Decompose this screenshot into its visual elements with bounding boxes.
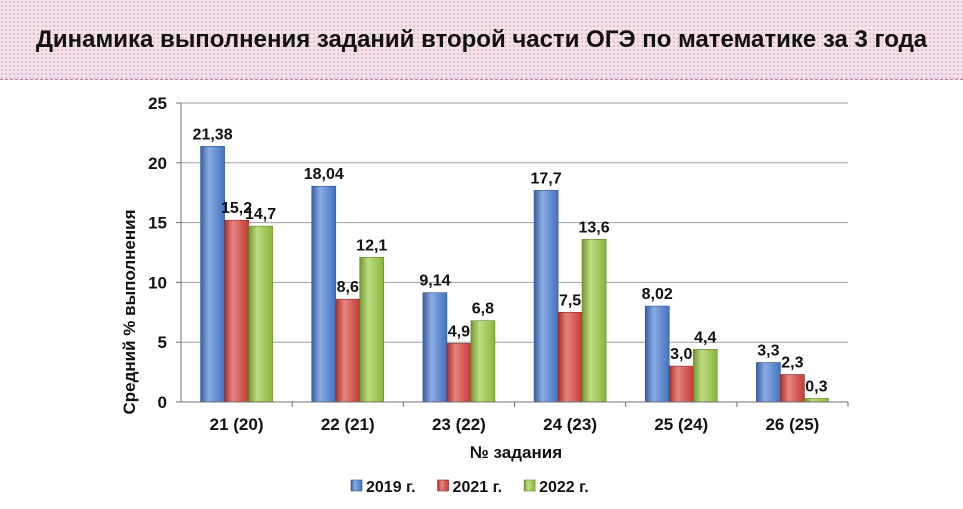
data-labels: 21,38 15,214,7 18,04 8,6 12,1 9,14 4,96,8 17,7 7… bbox=[193, 126, 828, 395]
bar bbox=[446, 343, 472, 403]
x-axis-title: № задания bbox=[470, 443, 562, 462]
bar-value-label: 17,7 bbox=[531, 170, 562, 187]
bar-value-label: 7,5 bbox=[559, 292, 581, 309]
bar-value-label: 21,38 bbox=[193, 126, 233, 143]
bar bbox=[224, 219, 249, 403]
legend-label: 2021 г. bbox=[453, 479, 503, 496]
bar bbox=[200, 145, 225, 403]
axes: 0 5 10 15 20 25 21 (20) 22 (21) 23 (22) 24 (23) 25… bbox=[148, 94, 849, 434]
bar-value-label: 0,3 bbox=[805, 378, 827, 395]
bar-value-label: 13,6 bbox=[579, 219, 610, 236]
x-tick-label: 24 (23) bbox=[543, 415, 597, 434]
chart-title: Динамика выполнения заданий второй части… bbox=[35, 26, 928, 53]
bar bbox=[804, 398, 829, 403]
title-banner: Динамика выполнения заданий второй части… bbox=[0, 0, 963, 80]
x-tick-label: 25 (24) bbox=[654, 415, 708, 434]
y-tick-label: 25 bbox=[148, 94, 167, 113]
bar bbox=[557, 312, 583, 403]
y-tick-label: 20 bbox=[148, 154, 167, 173]
bar-value-label: 4,4 bbox=[694, 329, 716, 346]
gridlines bbox=[181, 102, 848, 343]
bar bbox=[581, 239, 607, 403]
bar bbox=[248, 225, 273, 403]
x-tick-label: 21 (20) bbox=[210, 415, 264, 434]
bar bbox=[692, 349, 718, 403]
bar-value-label: 12,1 bbox=[356, 237, 387, 254]
bar-chart: 0 5 10 15 20 25 21 (20) 22 (21) 23 (22) 24 (23) 25… bbox=[120, 94, 849, 496]
y-tick-label: 5 bbox=[158, 333, 167, 352]
legend-swatch bbox=[350, 479, 363, 492]
bar-value-label: 14,7 bbox=[245, 206, 276, 223]
y-tick-label: 10 bbox=[148, 273, 167, 292]
x-tick-label: 23 (22) bbox=[432, 415, 486, 434]
legend: 2019 г. 2021 г. 2022 г. bbox=[350, 479, 589, 496]
bars bbox=[200, 145, 829, 403]
bar-value-label: 4,9 bbox=[448, 323, 470, 340]
bar-value-label: 15,2 bbox=[221, 200, 252, 217]
bar bbox=[422, 292, 448, 403]
legend-label: 2019 г. bbox=[366, 479, 416, 496]
bar-value-label: 6,8 bbox=[472, 301, 494, 318]
x-tick-label: 26 (25) bbox=[765, 415, 819, 434]
x-tick-label: 22 (21) bbox=[321, 415, 375, 434]
bar-value-label: 9,14 bbox=[419, 273, 450, 290]
y-tick-label: 0 bbox=[158, 393, 167, 412]
bar bbox=[359, 256, 385, 403]
bar-value-label: 3,0 bbox=[670, 346, 692, 363]
bar bbox=[311, 185, 337, 403]
legend-swatch bbox=[523, 479, 536, 492]
bar bbox=[756, 362, 781, 403]
bar-value-label: 2,3 bbox=[781, 354, 803, 371]
bar bbox=[644, 305, 670, 403]
bar bbox=[780, 374, 805, 403]
y-axis-title: Средний % выполнения bbox=[120, 210, 139, 415]
bar-value-label: 18,04 bbox=[304, 166, 344, 183]
y-tick-label: 15 bbox=[148, 214, 167, 233]
bar bbox=[533, 190, 559, 403]
bar-value-label: 3,3 bbox=[757, 343, 779, 360]
bar-value-label: 8,6 bbox=[337, 279, 359, 296]
bar bbox=[668, 365, 694, 403]
bar bbox=[470, 320, 496, 403]
bar-value-label: 8,02 bbox=[642, 286, 673, 303]
bar bbox=[335, 298, 361, 403]
legend-swatch bbox=[437, 479, 449, 492]
legend-label: 2022 г. bbox=[539, 479, 589, 496]
